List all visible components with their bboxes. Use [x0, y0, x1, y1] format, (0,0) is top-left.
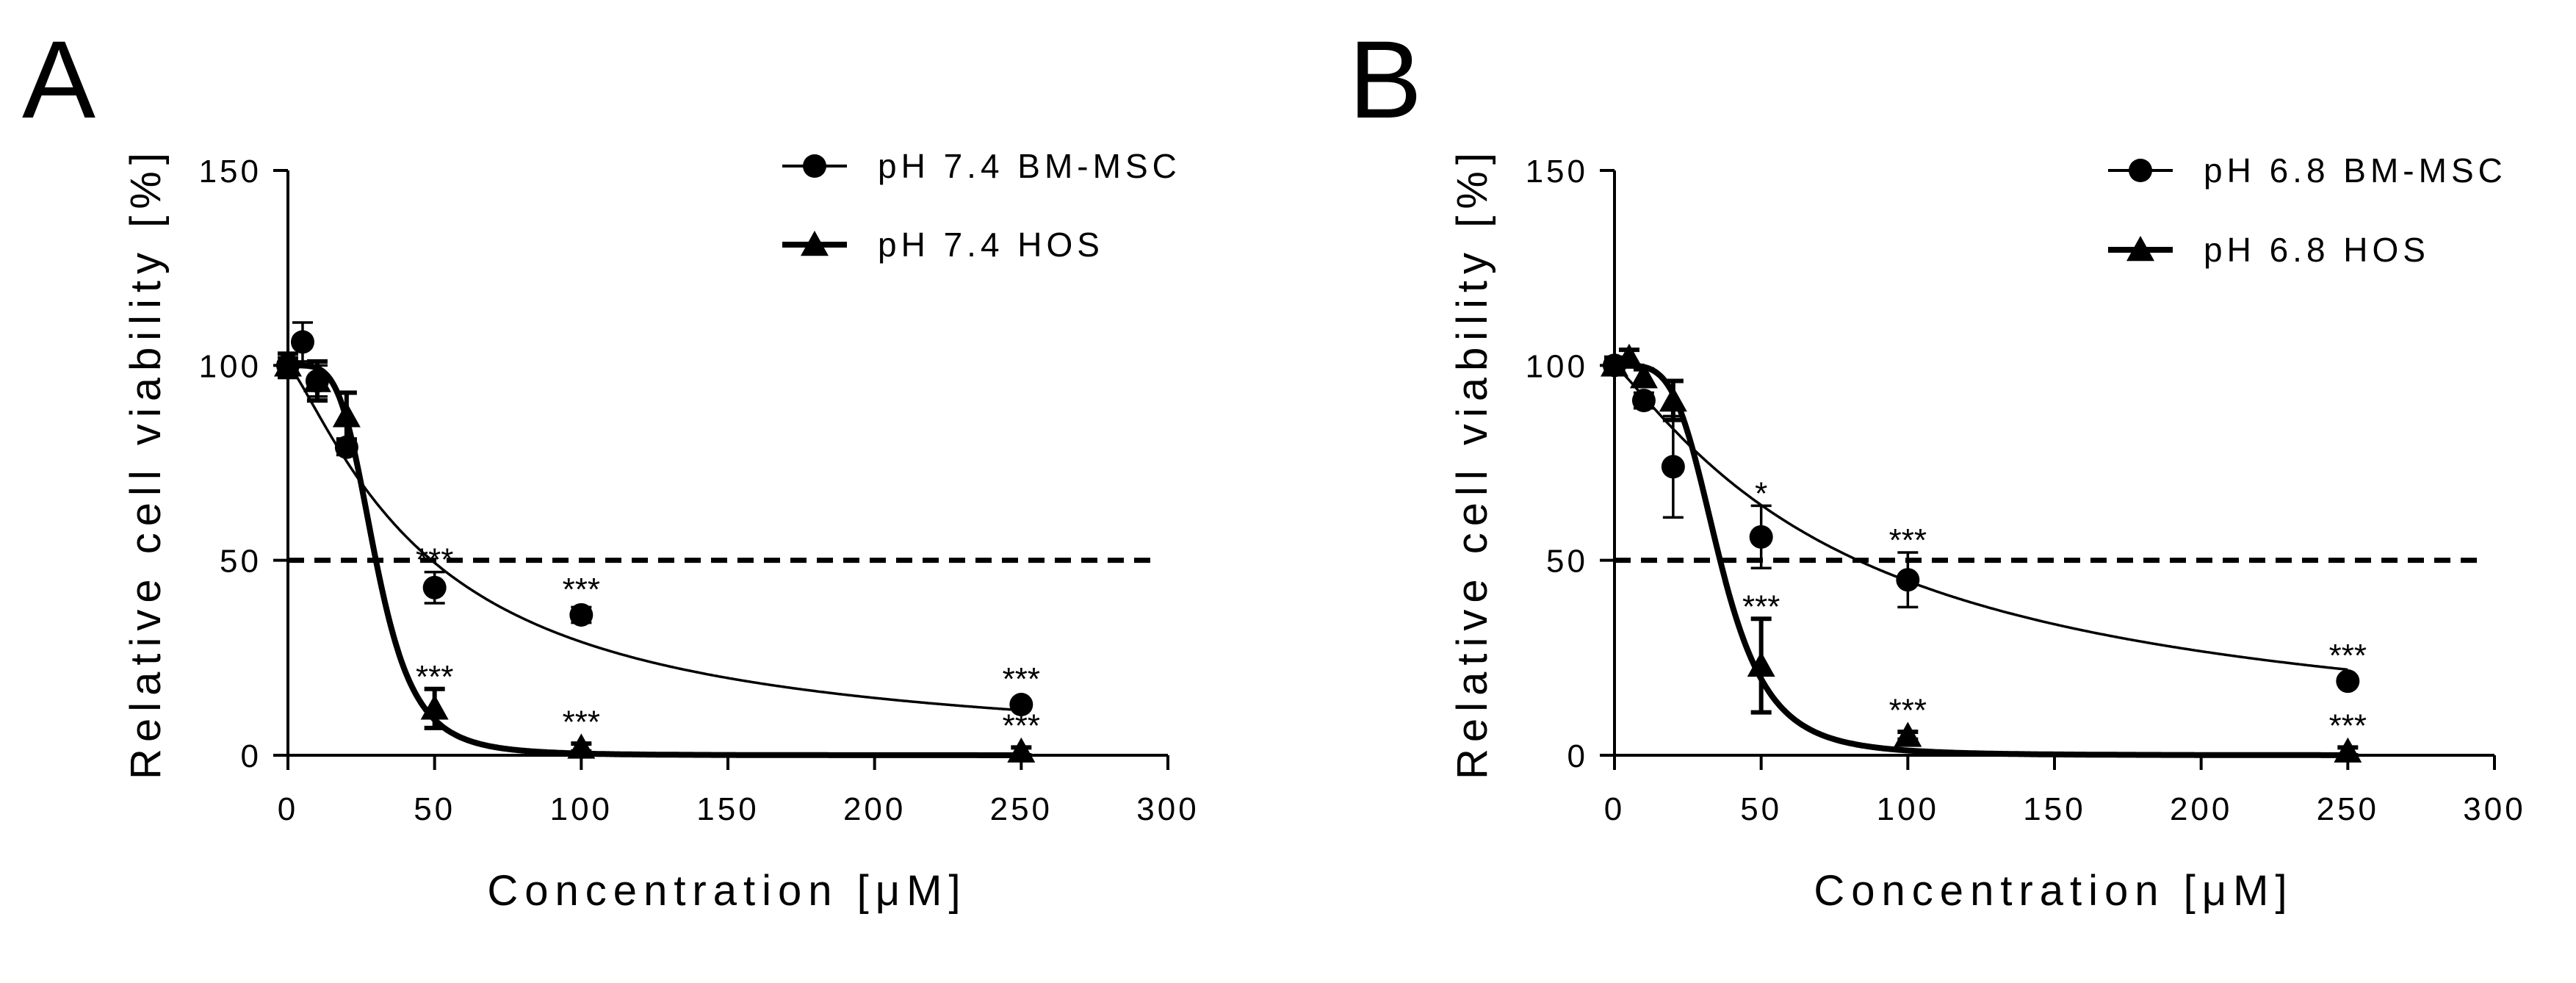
significance-label: ***: [2329, 708, 2367, 744]
significance-label: ***: [563, 704, 600, 740]
x-tick-label: 200: [2170, 791, 2232, 827]
legend-marker: [803, 154, 826, 178]
significance-label: ***: [1003, 661, 1040, 697]
x-axis-title: Concentration [μM]: [487, 867, 967, 915]
data-point: [1749, 525, 1773, 549]
data-point: [2334, 737, 2362, 763]
legend-entry: pH 7.4 HOS: [782, 226, 1104, 264]
data-point: [420, 694, 449, 720]
panel-letter: B: [1349, 18, 1422, 141]
x-tick-label: 200: [843, 791, 906, 827]
panel-b: B 0 50 100 150 200 250 300 0 50 100 150 Concentratio…: [1349, 18, 2525, 915]
legend-marker: [2129, 159, 2152, 182]
significance-label: *: [1755, 475, 1767, 511]
fit-curve: [1613, 364, 2348, 671]
x-tick-label: 150: [2023, 791, 2085, 827]
data-point: [1661, 455, 1685, 479]
y-tick-label: 50: [220, 544, 261, 580]
legend-label: pH 7.4 BM-MSC: [878, 147, 1181, 185]
data-point: [1614, 343, 1643, 369]
x-tick-label: 50: [414, 791, 455, 827]
significance-label: ***: [416, 542, 453, 578]
data-point: [1601, 351, 1628, 377]
significance-label: ***: [416, 659, 453, 695]
x-tick-label: 300: [1136, 791, 1199, 827]
x-tick-label: 50: [1740, 791, 1782, 827]
legend-label: pH 6.8 BM-MSC: [2204, 151, 2507, 190]
fit-curve: [286, 364, 1022, 712]
data-point: [569, 602, 594, 627]
significance-label: ***: [563, 572, 600, 608]
data-point: [422, 575, 447, 599]
data-point: [1896, 568, 1920, 592]
x-tick-label: 250: [2317, 791, 2379, 827]
data-point: [1007, 737, 1036, 763]
panel-a: A 0 50 100 150 200 250 300 0 50 100 150 Concentratio…: [22, 18, 1199, 915]
legend-marker: [2126, 236, 2154, 262]
legend-label: pH 6.8 HOS: [2204, 231, 2430, 269]
y-tick-label: 150: [199, 154, 261, 190]
legend-entry: pH 7.4 BM-MSC: [782, 147, 1181, 185]
data-point: [1631, 389, 1656, 413]
significance-label: ***: [1889, 692, 1927, 728]
data-point: [1747, 651, 1775, 677]
legend-entry: pH 6.8 HOS: [2108, 231, 2430, 269]
y-tick-label: 100: [1526, 348, 1588, 384]
data-point: [303, 367, 331, 392]
data-point: [1629, 363, 1658, 389]
fit-curve: [288, 362, 1022, 758]
y-axis-title: Relative cell viability [%]: [1448, 146, 1496, 779]
legend-marker: [801, 231, 829, 256]
series-bm-msc: *******: [1603, 353, 2367, 694]
x-tick-label: 0: [1604, 791, 1625, 827]
fit-curve: [1614, 362, 2348, 758]
x-tick-label: 100: [550, 791, 613, 827]
y-tick-label: 150: [1526, 154, 1588, 190]
series-hos: *** *** ***: [274, 351, 1040, 763]
x-axis-title: Concentration [μM]: [1814, 867, 2293, 915]
x-tick-label: 150: [696, 791, 759, 827]
data-point: [1659, 386, 1687, 412]
x-tick-label: 0: [278, 791, 298, 827]
significance-label: ***: [1889, 522, 1927, 558]
data-point: [274, 351, 302, 377]
data-point: [1894, 721, 1922, 747]
y-axis-title: Relative cell viability [%]: [122, 146, 170, 779]
significance-label: ***: [1003, 708, 1040, 744]
legend-label: pH 7.4 HOS: [878, 226, 1104, 264]
y-tick-label: 0: [1567, 738, 1588, 774]
data-point: [332, 402, 361, 428]
significance-label: ***: [1742, 588, 1780, 624]
data-point: [567, 733, 596, 759]
data-point: [290, 330, 314, 354]
y-tick-label: 50: [1546, 544, 1588, 580]
panel-letter: A: [22, 18, 95, 141]
significance-label: ***: [2329, 638, 2367, 674]
series-bm-msc: *** *** ***: [276, 321, 1040, 717]
data-point: [2336, 669, 2360, 694]
data-point: [1009, 693, 1033, 717]
legend-entry: pH 6.8 BM-MSC: [2108, 151, 2507, 190]
x-tick-label: 250: [990, 791, 1053, 827]
series-hos: *** *** ***: [1601, 343, 2367, 763]
x-tick-label: 100: [1877, 791, 1939, 827]
y-tick-label: 100: [199, 348, 261, 384]
x-tick-label: 300: [2463, 791, 2525, 827]
y-tick-label: 0: [241, 738, 261, 774]
